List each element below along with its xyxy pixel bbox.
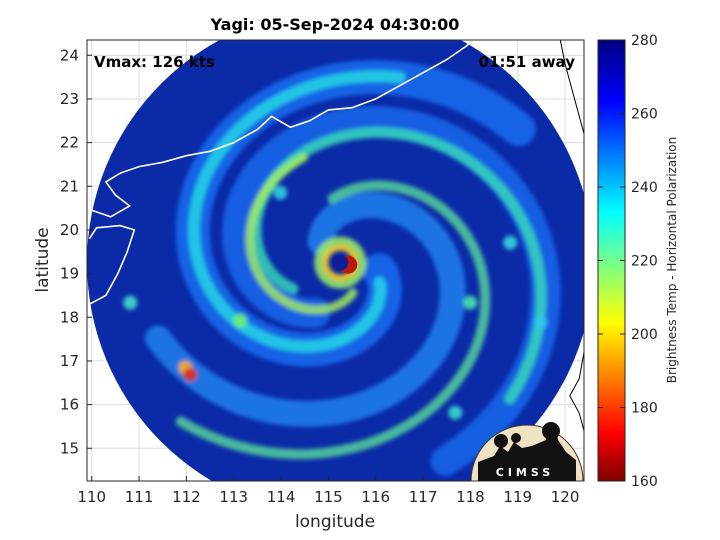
coastline [88, 40, 476, 305]
convective-cell [123, 295, 138, 310]
y-tick-label: 21 [60, 177, 79, 195]
colorbar-tick-label: 180 [631, 401, 658, 417]
rain-band [250, 126, 547, 405]
coastline-segment [569, 352, 584, 431]
colorbar-tick-label: 280 [631, 33, 658, 49]
rain-band [145, 192, 466, 427]
coastline-outside [559, 40, 584, 431]
x-axis-ticks: 110 111 112 113 114 115 116 117 118 119 120 [77, 476, 579, 506]
microwave-swath [87, 40, 584, 481]
y-tick-label: 15 [60, 439, 79, 457]
x-tick-label: 112 [172, 488, 201, 506]
vmax-annotation: Vmax: 126 kts [94, 53, 215, 71]
colorbar-tick-label: 220 [631, 254, 658, 270]
y-tick-label: 16 [60, 396, 79, 414]
logo-tower [542, 422, 560, 440]
chart-title: Yagi: 05-Sep-2024 04:30:00 [210, 15, 460, 34]
y-tick-label: 20 [60, 221, 79, 239]
convective-cell [503, 235, 518, 250]
x-tick-label: 116 [361, 488, 390, 506]
colorbar-ticks: 160 180 200 220 240 260 280 [598, 33, 658, 490]
logo-text: CIMSS [496, 466, 554, 479]
plot-frame [86, 39, 585, 482]
rain-band [175, 180, 491, 460]
y-axis-label: latitude [33, 227, 53, 292]
logo-dish-1 [494, 434, 508, 448]
logo-dish-2 [511, 433, 521, 443]
x-tick-label: 118 [456, 488, 485, 506]
convective-cell [448, 405, 463, 420]
y-tick-label: 18 [60, 308, 79, 326]
colorbar-label: Brightness Temp - Horizontal Polarizatio… [665, 137, 679, 384]
storm-eye [332, 254, 358, 274]
y-tick-label: 17 [60, 352, 79, 370]
y-axis-ticks: 15 16 17 18 19 20 21 22 23 24 [60, 46, 92, 457]
rain-band [245, 153, 358, 315]
colorbar-tick-label: 240 [631, 180, 658, 196]
eye-center [332, 254, 349, 271]
eyewall-ring [314, 236, 367, 289]
colorbar-tick-label: 200 [631, 327, 658, 343]
convective-cell [273, 185, 288, 200]
y-tick-label: 19 [60, 265, 79, 283]
y-tick-label: 22 [60, 134, 79, 152]
x-tick-label: 111 [125, 488, 154, 506]
convective-cell [463, 295, 478, 310]
coastline-segment [559, 40, 584, 135]
colorbar-tick-label: 260 [631, 107, 658, 123]
cimss-logo: CIMSS [470, 422, 584, 482]
x-tick-label: 115 [314, 488, 343, 506]
convective-cell [183, 367, 198, 382]
x-tick-label: 119 [503, 488, 532, 506]
rain-band [187, 70, 406, 353]
y-tick-label: 23 [60, 90, 79, 108]
coastline-segment [91, 40, 476, 218]
x-tick-label: 120 [551, 488, 580, 506]
rain-bands [123, 59, 561, 477]
x-axis-label: longitude [295, 512, 375, 532]
convective-cell [233, 313, 248, 328]
coastline-segment [88, 224, 136, 305]
x-tick-label: 110 [77, 488, 106, 506]
x-tick-label: 113 [219, 488, 248, 506]
x-tick-label: 117 [409, 488, 438, 506]
x-tick-label: 114 [267, 488, 296, 506]
convective-cell [533, 315, 548, 330]
colorbar-tick-label: 160 [631, 474, 658, 490]
time-offset-annotation: 01:51 away [479, 53, 576, 71]
y-tick-label: 24 [60, 46, 79, 64]
